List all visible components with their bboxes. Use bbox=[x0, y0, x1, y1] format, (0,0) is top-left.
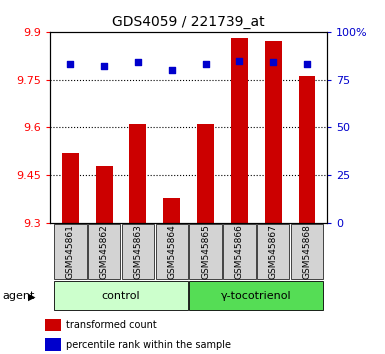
FancyBboxPatch shape bbox=[189, 224, 222, 279]
Text: GSM545867: GSM545867 bbox=[269, 224, 278, 279]
Title: GDS4059 / 221739_at: GDS4059 / 221739_at bbox=[112, 16, 265, 29]
Text: GSM545866: GSM545866 bbox=[235, 224, 244, 279]
Point bbox=[203, 62, 209, 67]
Bar bbox=[163, 198, 180, 223]
Bar bbox=[96, 166, 112, 223]
Bar bbox=[62, 153, 79, 223]
Point bbox=[67, 62, 74, 67]
Bar bbox=[129, 124, 146, 223]
FancyBboxPatch shape bbox=[54, 224, 87, 279]
Point bbox=[270, 59, 276, 65]
Point bbox=[169, 67, 175, 73]
Bar bbox=[298, 76, 315, 223]
Text: transformed count: transformed count bbox=[65, 320, 156, 330]
Point bbox=[304, 62, 310, 67]
FancyBboxPatch shape bbox=[291, 224, 323, 279]
FancyBboxPatch shape bbox=[223, 224, 256, 279]
Text: γ-tocotrienol: γ-tocotrienol bbox=[221, 291, 291, 301]
Point bbox=[135, 59, 141, 65]
Text: GSM545861: GSM545861 bbox=[66, 224, 75, 279]
Bar bbox=[197, 124, 214, 223]
Bar bbox=[231, 38, 248, 223]
Text: agent: agent bbox=[2, 291, 34, 301]
Point bbox=[101, 63, 107, 69]
Text: GSM545862: GSM545862 bbox=[100, 224, 109, 279]
FancyBboxPatch shape bbox=[189, 281, 323, 310]
Bar bbox=[45, 338, 60, 351]
FancyBboxPatch shape bbox=[122, 224, 154, 279]
Point bbox=[236, 58, 243, 63]
Text: GSM545868: GSM545868 bbox=[303, 224, 311, 279]
Text: GSM545865: GSM545865 bbox=[201, 224, 210, 279]
Text: ▶: ▶ bbox=[28, 291, 35, 301]
FancyBboxPatch shape bbox=[156, 224, 188, 279]
Bar bbox=[45, 319, 60, 331]
Bar bbox=[265, 41, 281, 223]
Text: control: control bbox=[102, 291, 141, 301]
Text: percentile rank within the sample: percentile rank within the sample bbox=[65, 339, 231, 350]
Text: GSM545863: GSM545863 bbox=[134, 224, 142, 279]
FancyBboxPatch shape bbox=[54, 281, 188, 310]
FancyBboxPatch shape bbox=[257, 224, 290, 279]
Text: GSM545864: GSM545864 bbox=[167, 224, 176, 279]
FancyBboxPatch shape bbox=[88, 224, 121, 279]
